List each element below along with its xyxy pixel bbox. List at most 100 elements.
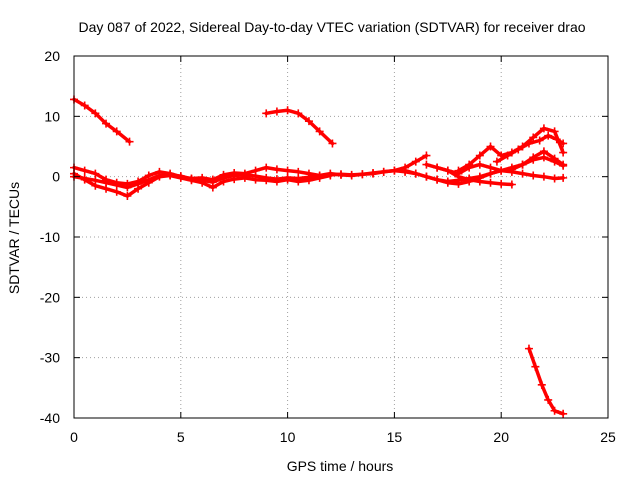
data-point	[315, 172, 324, 181]
data-point	[272, 107, 281, 116]
data-point	[465, 175, 474, 184]
data-point	[514, 145, 523, 154]
x-tick-label: 5	[177, 429, 185, 445]
y-tick-label: 20	[44, 48, 60, 64]
series-line	[527, 346, 565, 416]
data-point	[315, 127, 324, 136]
y-tick-label: -10	[40, 229, 60, 245]
series-arc-3	[524, 344, 568, 418]
data-point	[219, 173, 228, 182]
data-point	[80, 166, 89, 175]
data-point	[251, 172, 260, 181]
y-tick-label: 10	[44, 108, 60, 124]
data-point	[486, 178, 495, 187]
data-point	[443, 178, 452, 187]
data-point	[91, 176, 100, 185]
y-tick-label: -20	[40, 289, 60, 305]
data-point	[475, 151, 484, 160]
data-point	[544, 395, 553, 404]
data-point	[475, 177, 484, 186]
data-point	[123, 183, 132, 192]
data-point	[535, 136, 544, 145]
data-point	[524, 344, 533, 353]
data-point	[91, 109, 100, 118]
data-point	[486, 163, 495, 172]
data-point	[492, 157, 501, 166]
data-point	[559, 148, 568, 157]
data-point	[283, 106, 292, 115]
data-point	[304, 117, 313, 126]
data-point	[176, 172, 185, 181]
data-point	[283, 173, 292, 182]
data-point	[433, 175, 442, 184]
data-point	[347, 170, 356, 179]
data-point	[529, 153, 538, 162]
data-point	[497, 166, 506, 175]
series-arc-4	[70, 151, 431, 188]
data-point	[123, 191, 132, 200]
series-arc-8	[422, 166, 568, 188]
data-point	[507, 180, 516, 189]
series-arc-10	[422, 147, 568, 178]
data-point	[539, 124, 548, 133]
data-point	[390, 166, 399, 175]
data-point	[454, 166, 463, 175]
y-tick-label: -40	[40, 410, 60, 426]
data-point	[112, 127, 121, 136]
data-point	[411, 169, 420, 178]
data-point	[531, 362, 540, 371]
data-point	[422, 160, 431, 169]
data-point	[537, 380, 546, 389]
data-point	[497, 179, 506, 188]
data-point	[529, 171, 538, 180]
data-point	[294, 109, 303, 118]
x-tick-label: 25	[600, 429, 616, 445]
data-point	[529, 133, 538, 142]
x-axis-label: GPS time / hours	[287, 458, 394, 474]
data-point	[262, 109, 271, 118]
data-point	[125, 137, 134, 146]
data-point	[187, 175, 196, 184]
data-point	[539, 172, 548, 181]
data-point	[524, 139, 533, 148]
data-point	[144, 175, 153, 184]
data-point	[294, 174, 303, 183]
series-line	[72, 97, 132, 144]
data-point	[198, 176, 207, 185]
data-point	[369, 169, 378, 178]
data-point	[552, 135, 561, 144]
data-point	[507, 165, 516, 174]
data-point	[262, 173, 271, 182]
data-point	[503, 151, 512, 160]
data-point	[102, 119, 111, 128]
data-point	[518, 169, 527, 178]
data-point	[454, 179, 463, 188]
data-point	[475, 160, 484, 169]
data-point	[379, 167, 388, 176]
data-point	[326, 170, 335, 179]
data-point	[539, 147, 548, 156]
data-point	[401, 166, 410, 175]
data-point	[550, 174, 559, 183]
data-point	[230, 171, 239, 180]
data-point	[544, 131, 553, 140]
y-tick-label: 0	[52, 169, 60, 185]
series-arc-6	[70, 166, 420, 192]
chart-title: Day 087 of 2022, Sidereal Day-to-day VTE…	[78, 19, 585, 35]
data-point	[283, 166, 292, 175]
data-point	[550, 406, 559, 415]
data-point	[80, 174, 89, 183]
series-arc-1	[70, 95, 134, 146]
data-point	[80, 101, 89, 110]
data-point	[422, 151, 431, 160]
data-point	[486, 142, 495, 151]
data-point	[272, 175, 281, 184]
data-point	[240, 170, 249, 179]
data-point	[112, 181, 121, 190]
data-point	[518, 160, 527, 169]
data-point	[559, 409, 568, 418]
series-arc-2	[262, 106, 337, 148]
x-tick-label: 0	[70, 429, 78, 445]
data-point	[272, 165, 281, 174]
data-point	[208, 178, 217, 187]
